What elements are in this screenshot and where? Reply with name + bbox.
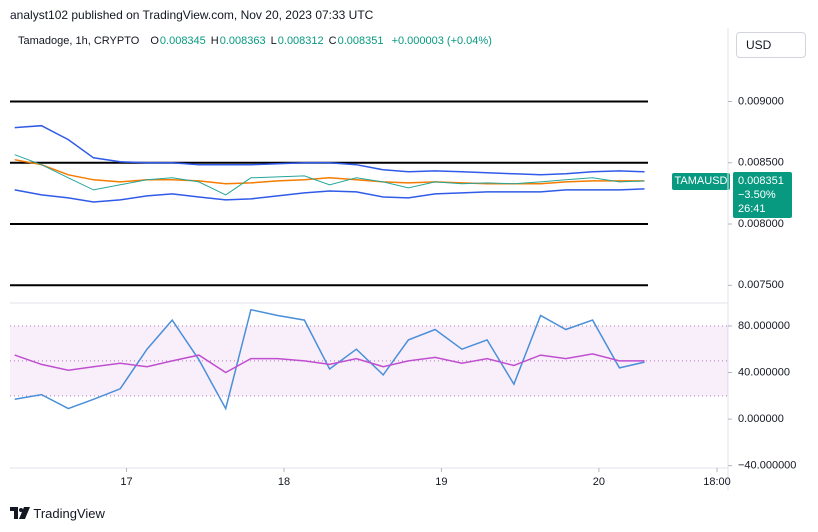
y-tick-label: 0.007500 [738,279,784,291]
series-line [14,188,645,203]
last-price: 0.008351 [738,175,784,187]
y-tick-label: 80.000000 [738,320,790,332]
symbol-tag: TAMAUSD [672,173,730,190]
x-tick-label: 17 [120,476,132,488]
y-tick-label: 40.000000 [738,366,790,378]
ohlc-key: H [210,35,219,47]
series-line [14,353,645,374]
symbol: Tamadoge, 1h, CRYPTO [18,35,140,47]
y-tick-label: −40.000000 [738,460,796,472]
ohlc-key: C [328,35,337,47]
brand: TradingView [33,506,105,521]
ohlc-key: L [270,35,277,47]
ohlc-value: 0.008351 [337,35,384,47]
x-tick-label: 18 [278,476,290,488]
legend: Tamadoge, 1h, CRYPTO O0.008345 H0.008363 L… [18,35,497,47]
x-tick-label: 20 [593,476,605,488]
y-tick-label: 0.008500 [738,157,784,169]
publish-note: analyst102 published on TradingView.com,… [10,8,374,22]
series-line [14,124,645,176]
footer: TradingView [10,506,105,521]
y-tick-label: 0.000000 [738,413,784,425]
ohlc-value: 0.008312 [277,35,324,47]
series-line [14,158,645,185]
x-tick-label: 19 [435,476,447,488]
ohlc: O0.008345 H0.008363 L0.008312 C0.008351 [150,35,388,47]
series-line [14,154,645,196]
y-tick-label: 0.008000 [738,218,784,230]
currency-button[interactable]: USD [736,32,806,58]
x-tick-label: 18:00 [703,476,731,488]
change: +0.000003 (+0.04%) [391,35,492,47]
series-line [14,308,645,411]
ohlc-value: 0.008363 [219,35,266,47]
ohlc-value: 0.008345 [159,35,206,47]
countdown: 26:41 [738,203,766,215]
logo [10,507,30,519]
day-change: −3.50% [738,189,776,201]
ohlc-key: O [150,35,159,47]
y-tick-label: 0.009000 [738,95,784,107]
chart: 0.009000 0.008500 0.008000 0.007500 80.00000… [10,28,796,490]
price-tag: 0.008351 −3.50% 26:41 [733,172,792,218]
